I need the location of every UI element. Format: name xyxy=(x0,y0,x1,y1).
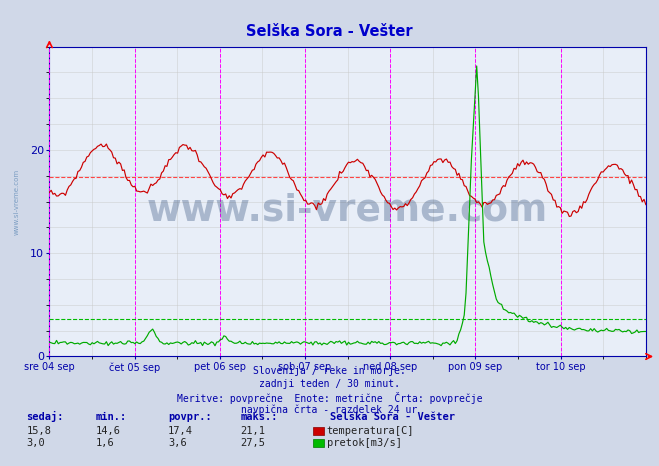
Text: 17,4: 17,4 xyxy=(168,426,193,436)
Text: pretok[m3/s]: pretok[m3/s] xyxy=(327,439,402,448)
Text: min.:: min.: xyxy=(96,412,127,422)
Text: 14,6: 14,6 xyxy=(96,426,121,436)
Text: sedaj:: sedaj: xyxy=(26,411,64,422)
Text: povpr.:: povpr.: xyxy=(168,412,212,422)
Text: maks.:: maks.: xyxy=(241,412,278,422)
Text: Selška Sora - Vešter: Selška Sora - Vešter xyxy=(330,412,455,422)
Text: 27,5: 27,5 xyxy=(241,439,266,448)
Text: zadnji teden / 30 minut.: zadnji teden / 30 minut. xyxy=(259,379,400,389)
Text: 3,0: 3,0 xyxy=(26,439,45,448)
Text: Slovenija / reke in morje.: Slovenija / reke in morje. xyxy=(253,366,406,376)
Text: 21,1: 21,1 xyxy=(241,426,266,436)
Text: 15,8: 15,8 xyxy=(26,426,51,436)
Text: Meritve: povprečne  Enote: metrične  Črta: povprečje: Meritve: povprečne Enote: metrične Črta:… xyxy=(177,392,482,404)
Text: 3,6: 3,6 xyxy=(168,439,186,448)
Text: temperatura[C]: temperatura[C] xyxy=(327,426,415,436)
Text: Selška Sora - Vešter: Selška Sora - Vešter xyxy=(246,24,413,39)
Text: 1,6: 1,6 xyxy=(96,439,114,448)
Text: www.si-vreme.com: www.si-vreme.com xyxy=(14,169,20,234)
Text: www.si-vreme.com: www.si-vreme.com xyxy=(147,193,548,229)
Text: navpična črta - razdelek 24 ur: navpična črta - razdelek 24 ur xyxy=(241,405,418,416)
